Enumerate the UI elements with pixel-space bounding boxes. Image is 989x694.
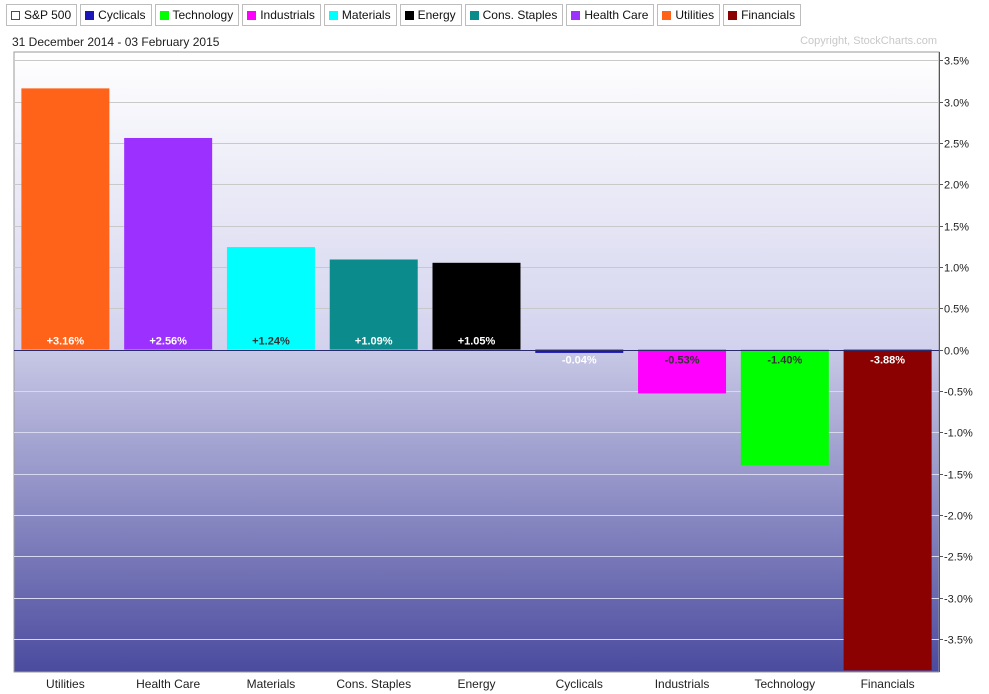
x-tick-label: Utilities [46, 677, 85, 691]
bar-cons-staples[interactable] [329, 259, 418, 350]
legend-swatch [469, 10, 479, 20]
bar-value-label: +1.24% [252, 336, 290, 348]
legend-item-cyclicals[interactable]: Cyclicals [80, 4, 152, 26]
legend-label: Health Care [584, 8, 649, 22]
y-tick-label: -2.5% [944, 552, 973, 564]
y-tick-label: 1.5% [944, 222, 969, 234]
legend-label: Industrials [260, 8, 315, 22]
y-tick-label: 3.5% [944, 56, 969, 68]
legend-item-sandp-500[interactable]: S&P 500 [6, 4, 78, 26]
legend-swatch [662, 10, 672, 20]
legend-item-utilities[interactable]: Utilities [657, 4, 721, 26]
legend-swatch [247, 10, 257, 20]
x-tick-label: Cons. Staples [336, 677, 411, 691]
legend-item-energy[interactable]: Energy [399, 4, 462, 26]
legend-label: Financials [741, 8, 796, 22]
bar-materials[interactable] [226, 247, 315, 350]
y-tick-label: 3.0% [944, 98, 969, 110]
legend-item-cons-staples[interactable]: Cons. Staples [464, 4, 564, 26]
legend-label: S&P 500 [24, 8, 72, 22]
bar-health-care[interactable] [124, 137, 213, 350]
bar-technology[interactable] [740, 349, 829, 466]
legend-swatch [159, 10, 169, 20]
legend-item-health-care[interactable]: Health Care [566, 4, 655, 26]
y-tick-label: -1.5% [944, 470, 973, 482]
y-tick-label: -1.0% [944, 428, 973, 440]
bar-value-label: +1.09% [355, 336, 393, 348]
x-tick-label: Technology [754, 677, 815, 691]
legend-label: Energy [417, 8, 456, 22]
legend-swatch [85, 10, 95, 20]
bar-value-label: +3.16% [47, 336, 85, 348]
legend-label: Technology [172, 8, 234, 22]
y-tick-label: 1.0% [944, 263, 969, 275]
bar-industrials[interactable] [638, 349, 727, 394]
y-tick-label: -0.5% [944, 387, 973, 399]
bar-utilities[interactable] [21, 88, 110, 350]
y-tick-label: 2.5% [944, 139, 969, 151]
legend-swatch [571, 10, 581, 20]
legend-swatch [728, 10, 738, 20]
y-tick-label: -3.5% [944, 635, 973, 647]
bar-value-label: +1.05% [458, 336, 496, 348]
legend-item-industrials[interactable]: Industrials [242, 4, 321, 26]
legend: S&P 500 Cyclicals Technology Industrials Mat… [6, 4, 802, 28]
legend-item-materials[interactable]: Materials [323, 4, 397, 26]
legend-label: Materials [341, 8, 391, 22]
y-tick-label: 2.0% [944, 180, 969, 192]
bar-value-label: -3.88% [870, 355, 905, 367]
legend-item-technology[interactable]: Technology [154, 4, 240, 26]
bar-value-label: -0.53% [665, 355, 700, 367]
bar-value-label: +2.56% [149, 336, 187, 348]
y-tick-label: -2.0% [944, 511, 973, 523]
legend-label: Cons. Staples [482, 8, 558, 22]
y-tick-label: -3.0% [944, 594, 973, 606]
legend-swatch [404, 10, 414, 20]
legend-swatch [11, 10, 20, 20]
bar-energy[interactable] [432, 262, 521, 350]
y-tick-label: 0.0% [944, 346, 969, 358]
bar-cyclicals[interactable] [535, 349, 624, 353]
y-tick-label: 0.5% [944, 304, 969, 316]
x-tick-label: Materials [247, 677, 296, 691]
x-tick-label: Financials [861, 677, 915, 691]
legend-label: Cyclicals [98, 8, 146, 22]
legend-swatch [328, 10, 338, 20]
legend-item-financials[interactable]: Financials [723, 4, 802, 26]
bar-value-label: -1.40% [767, 355, 802, 367]
x-tick-label: Health Care [136, 677, 200, 691]
bar-value-label: -0.04% [562, 355, 597, 367]
bar-financials[interactable] [843, 349, 932, 671]
legend-label: Utilities [675, 8, 715, 22]
x-tick-label: Industrials [655, 677, 710, 691]
x-tick-label: Energy [457, 677, 495, 691]
copyright-text: Copyright, StockCharts.com [800, 35, 937, 47]
date-range: 31 December 2014 - 03 February 2015 [12, 35, 220, 49]
x-tick-label: Cyclicals [556, 677, 603, 691]
